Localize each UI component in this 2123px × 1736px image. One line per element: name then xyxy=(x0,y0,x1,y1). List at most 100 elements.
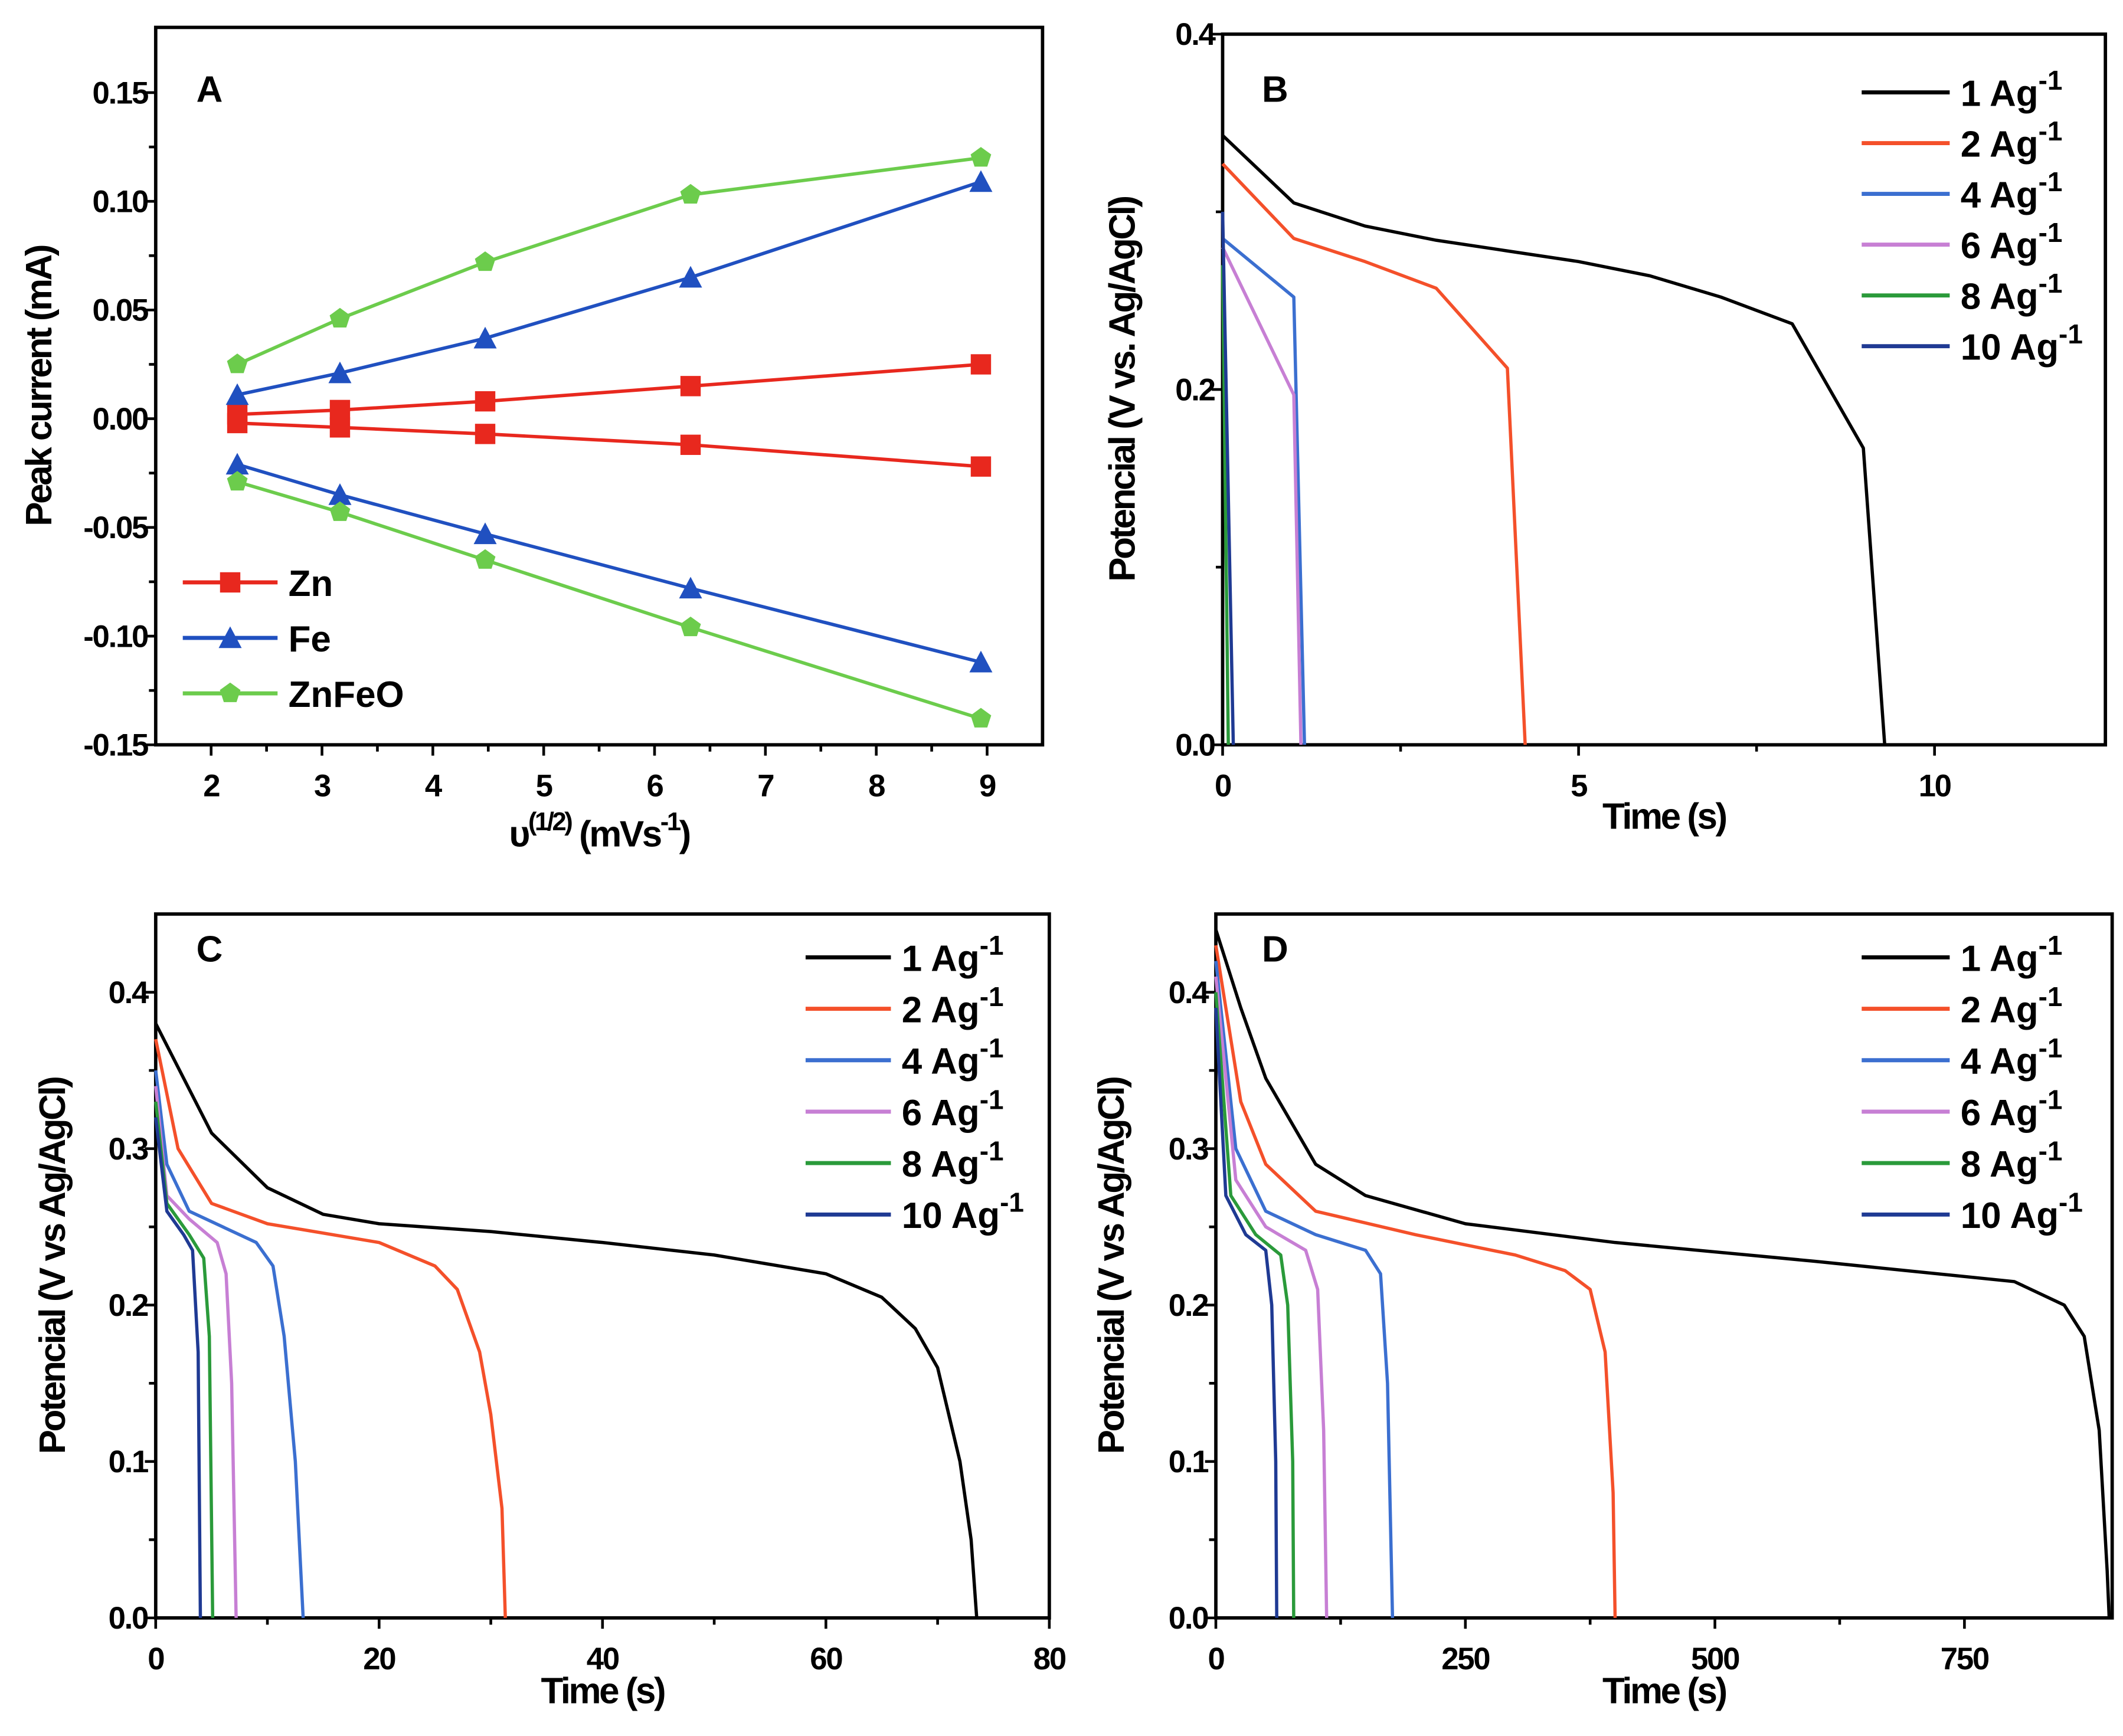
data-point xyxy=(475,424,496,444)
legend-entry: 8 Ag-1 xyxy=(1862,1136,2062,1185)
legend-superscript: -1 xyxy=(2059,319,2083,349)
y-tick-label: 0.3 xyxy=(1169,1132,1208,1167)
legend-label: Zn xyxy=(289,564,333,604)
legend-entry: 6 Ag-1 xyxy=(805,1084,1003,1134)
legend-label: 8 Ag-1 xyxy=(1961,268,2063,317)
superscript: (1/2) xyxy=(528,808,572,836)
legend-label: 2 Ag-1 xyxy=(1961,981,2063,1031)
data-point xyxy=(227,471,248,491)
x-tick-label: 60 xyxy=(810,1642,842,1676)
y-tick-label: 0.2 xyxy=(1175,372,1215,407)
legend-text: 8 Ag xyxy=(902,1144,980,1185)
chart-panel-c: C 0 20 40 60 80 0.0 0.1 0.2 0.3 0.4 Potencial (V vs… xyxy=(32,912,1067,1711)
series-line xyxy=(1214,945,1617,1618)
legend-entry: 10 Ag-1 xyxy=(1862,1187,2083,1236)
y-tick-label: -0.15 xyxy=(83,728,148,763)
legend-text: Fe xyxy=(289,619,331,660)
legend-entry: 8 Ag-1 xyxy=(1862,268,2062,317)
series-line xyxy=(154,1070,305,1619)
legend-superscript: -1 xyxy=(2039,166,2063,197)
legend-text: 6 Ag xyxy=(1961,226,2039,267)
series-8-ag xyxy=(1214,992,1296,1618)
legend-label: 4 Ag-1 xyxy=(1961,1033,2063,1082)
data-point xyxy=(227,353,248,374)
data-point xyxy=(225,383,249,405)
legend-label: Fe xyxy=(289,619,331,660)
x-tick-label: 750 xyxy=(1941,1642,1989,1676)
legend-superscript: -1 xyxy=(2039,930,2063,961)
series-line xyxy=(1221,162,1527,745)
x-axis-label: Time (s) xyxy=(1602,1671,1726,1711)
y-tick-label: 0.2 xyxy=(109,1288,148,1323)
x-tick-label: 10 xyxy=(1919,768,1951,803)
series-line xyxy=(1214,992,1296,1618)
series-2-ag xyxy=(1214,945,1617,1618)
data-point xyxy=(329,501,351,521)
x-tick-label: 7 xyxy=(757,768,774,803)
legend-label: 6 Ag-1 xyxy=(1961,217,2063,267)
x-tick-label: 2 xyxy=(203,768,220,803)
x-axis-label-part: (mVs xyxy=(571,814,660,854)
legend-superscript: -1 xyxy=(2039,1033,2063,1063)
x-tick-label: 250 xyxy=(1441,1642,1490,1676)
series-1-ag xyxy=(1214,929,2111,1618)
y-tick-label: 0.10 xyxy=(93,185,148,220)
legend-entry: 4 Ag-1 xyxy=(1862,1033,2062,1082)
data-point xyxy=(473,326,497,349)
legend-entry: 10 Ag-1 xyxy=(1862,319,2083,368)
data-point xyxy=(679,266,702,288)
legend-entry: ZnFeO xyxy=(182,674,404,715)
legend-entry: 1 Ag-1 xyxy=(1862,930,2063,979)
legend-text: 8 Ag xyxy=(1961,277,2039,317)
x-axis-label: Time (s) xyxy=(1602,796,1726,837)
superscript: -1 xyxy=(660,808,681,836)
x-tick-label: 9 xyxy=(979,768,996,803)
x-tick-label: 500 xyxy=(1691,1642,1739,1676)
legend-superscript: -1 xyxy=(2039,1136,2063,1167)
series-line xyxy=(154,1023,979,1619)
x-tick-label: 6 xyxy=(646,768,663,803)
y-tick-label: 0.1 xyxy=(109,1445,148,1479)
y-tick-label: 0.3 xyxy=(109,1132,148,1167)
legend-text: 2 Ag xyxy=(902,990,980,1031)
y-tick-label: 0.4 xyxy=(1175,17,1216,52)
series-line xyxy=(1221,247,1303,745)
data-point xyxy=(475,391,496,412)
data-point xyxy=(969,170,993,192)
legend-text: 1 Ag xyxy=(902,938,980,979)
legend-superscript: -1 xyxy=(2039,981,2063,1012)
data-point xyxy=(970,456,992,477)
legend-label: 4 Ag-1 xyxy=(1961,166,2063,216)
series-line xyxy=(1221,237,1306,745)
series-4-ag xyxy=(1221,237,1306,745)
legend-label: 10 Ag-1 xyxy=(902,1187,1024,1237)
data-point xyxy=(328,483,352,505)
series-10-ag xyxy=(1221,211,1235,745)
series-8-ag xyxy=(1221,265,1230,745)
x-tick-label: 20 xyxy=(363,1642,395,1676)
data-point xyxy=(969,650,993,673)
plot-frame xyxy=(1214,912,2114,1620)
y-tick-label: 0.0 xyxy=(1169,1601,1208,1636)
series-10-ag xyxy=(1214,1007,1278,1618)
x-tick-label: 0 xyxy=(148,1642,164,1676)
y-tick-label: -0.05 xyxy=(83,510,148,545)
series-6-ag xyxy=(1221,247,1303,745)
panel-label: D xyxy=(1262,929,1288,969)
x-axis-label: Time (s) xyxy=(541,1671,665,1711)
panel-label: C xyxy=(197,929,223,969)
legend-text: ZnFeO xyxy=(289,674,404,715)
legend-text: 2 Ag xyxy=(1961,125,2039,165)
legend-entry: 1 Ag-1 xyxy=(805,930,1003,979)
legend-entry: Zn xyxy=(182,564,333,604)
legend-text: 6 Ag xyxy=(902,1093,980,1134)
legend-superscript: -1 xyxy=(980,1136,1004,1167)
series-line xyxy=(237,463,982,664)
y-tick-label: 0.2 xyxy=(1169,1288,1208,1323)
x-tick-label: 4 xyxy=(425,768,443,803)
legend-superscript: -1 xyxy=(1000,1187,1024,1218)
series-6-ag xyxy=(1214,976,1329,1618)
x-tick-label: 80 xyxy=(1033,1642,1066,1676)
chart-panel-b: B 0 5 10 0.0 0.2 0.4 Potencial (V vs. Ag/AgCl) T… xyxy=(1102,17,2108,837)
